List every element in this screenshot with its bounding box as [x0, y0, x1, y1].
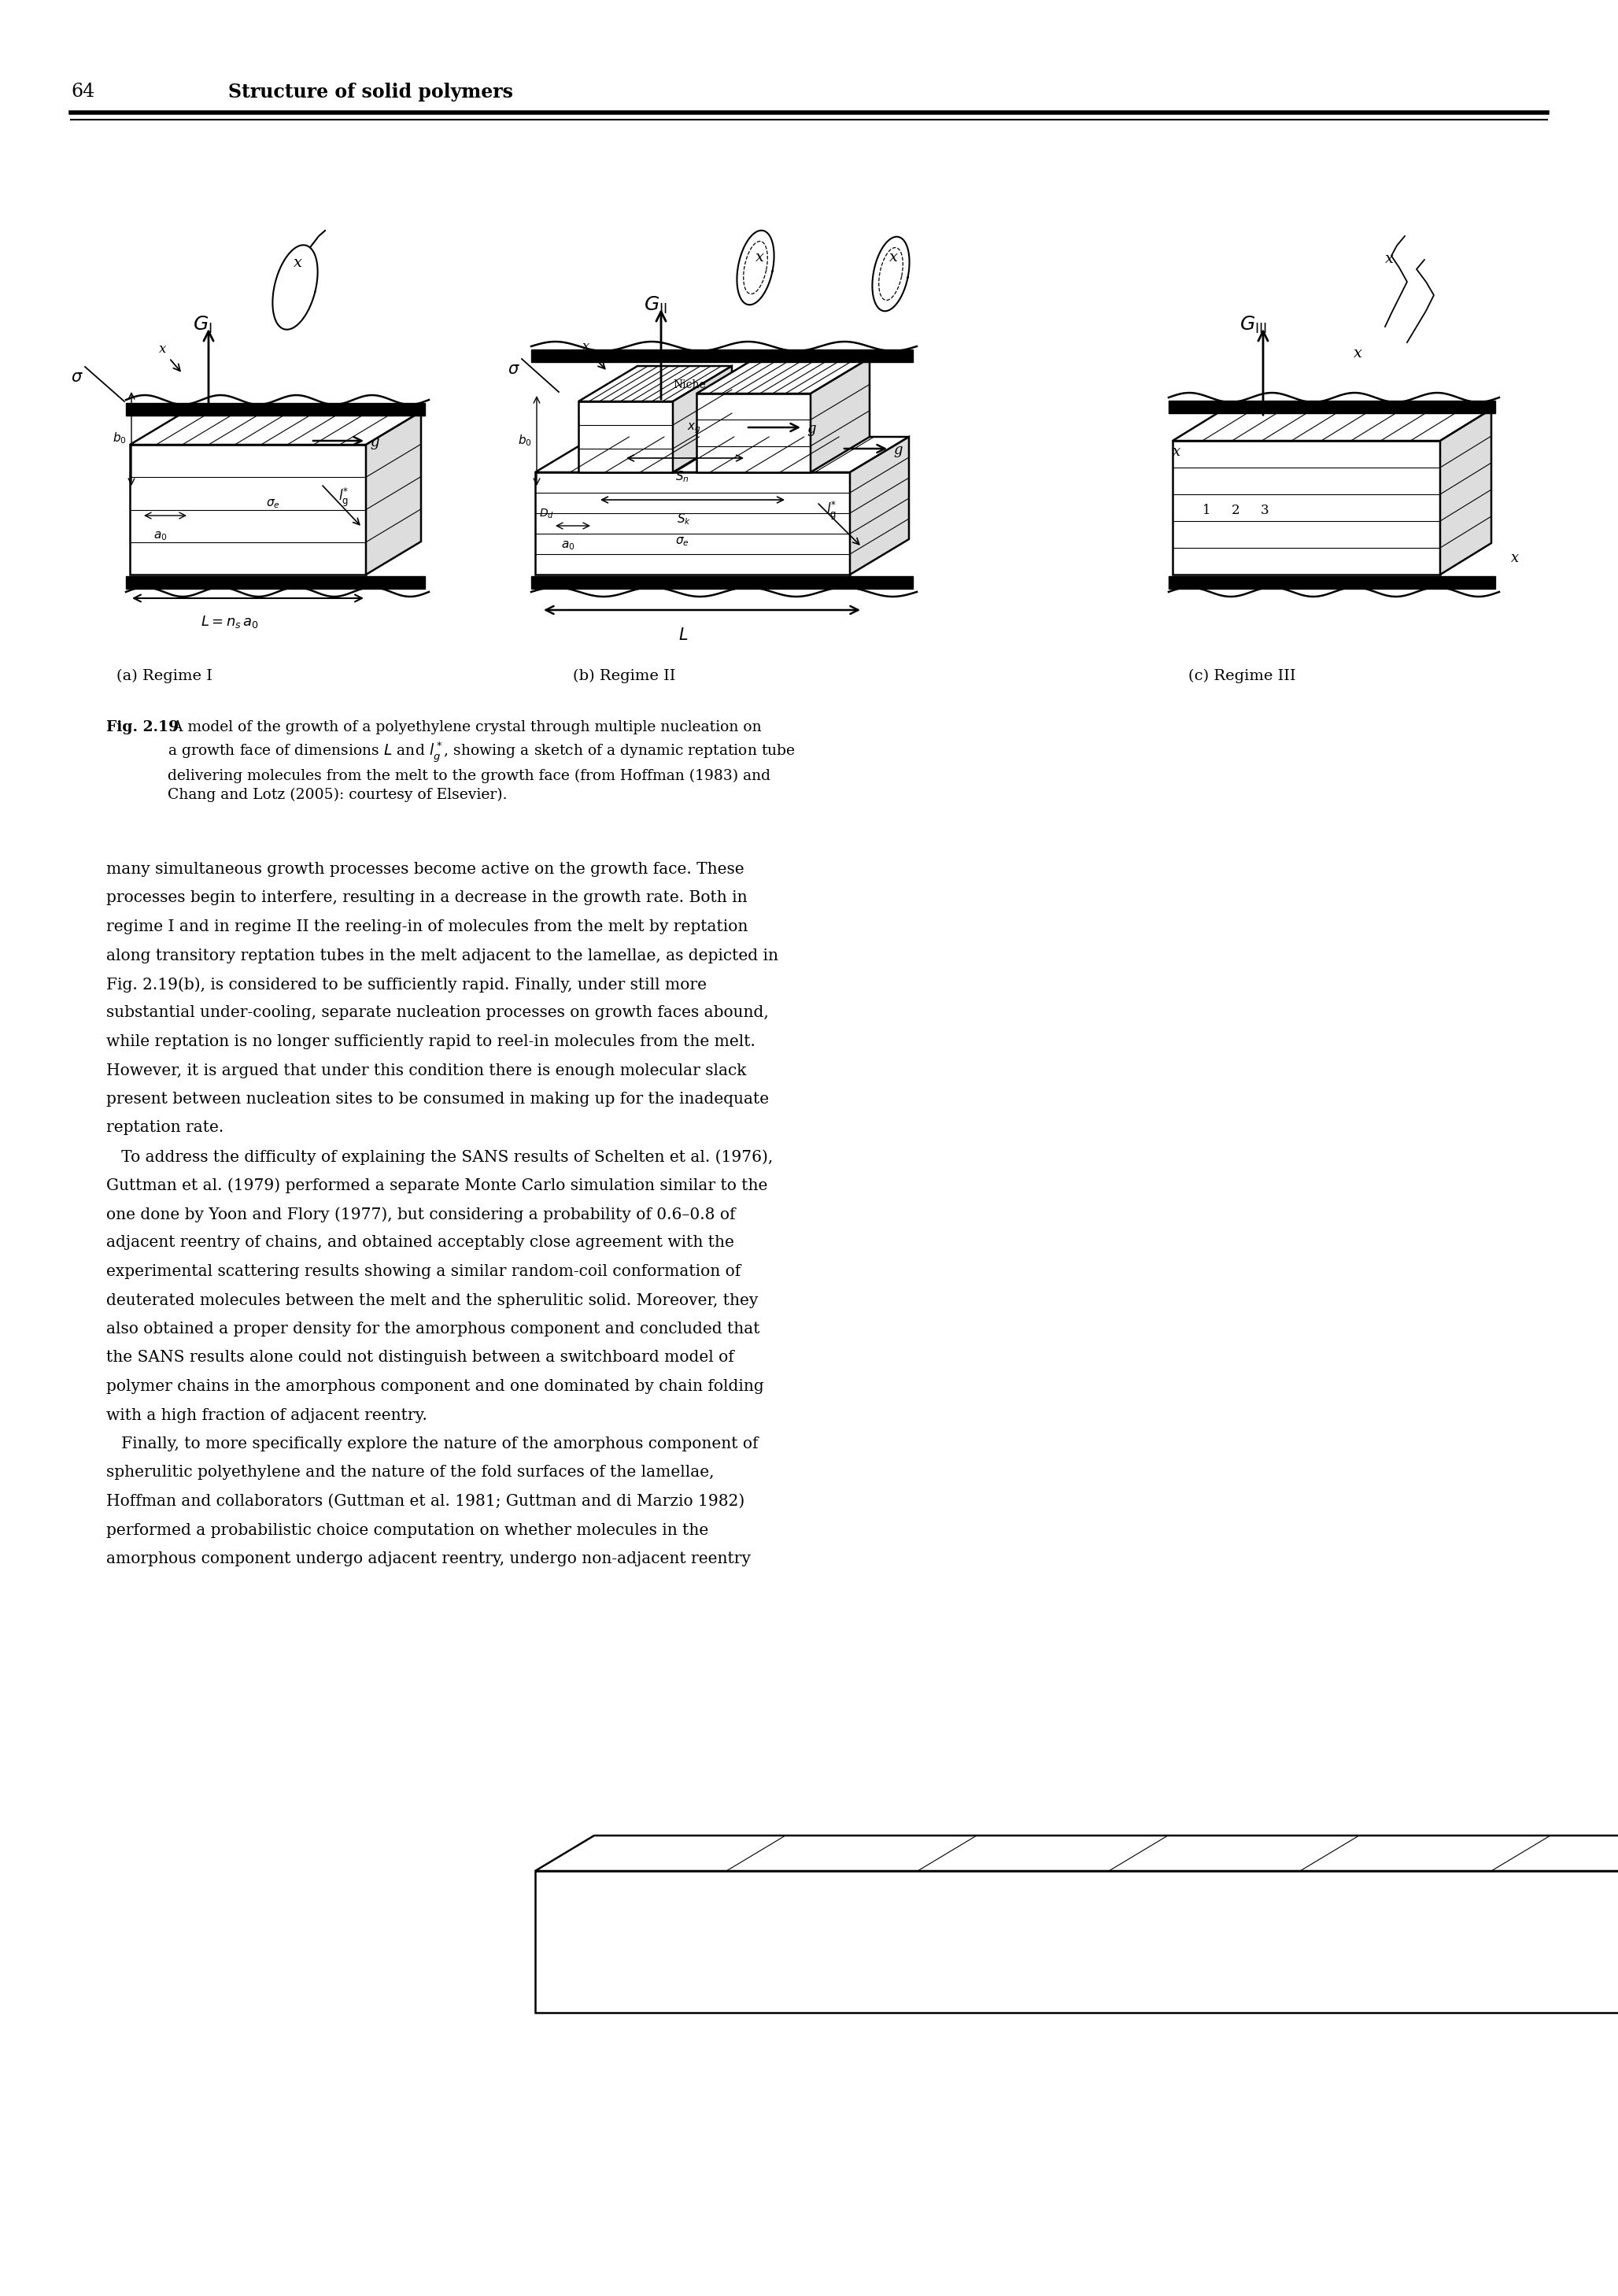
Text: spherulitic polyethylene and the nature of the fold surfaces of the lamellae,: spherulitic polyethylene and the nature … [107, 1465, 714, 1481]
Text: polymer chains in the amorphous component and one dominated by chain folding: polymer chains in the amorphous componen… [107, 1380, 764, 1394]
Polygon shape [849, 436, 909, 574]
Bar [126, 576, 426, 588]
Polygon shape [578, 365, 731, 402]
Text: x: x [1385, 253, 1393, 266]
Text: $\sigma_e$: $\sigma_e$ [265, 498, 280, 510]
Text: processes begin to interfere, resulting in a decrease in the growth rate. Both i: processes begin to interfere, resulting … [107, 891, 748, 905]
Text: However, it is argued that under this condition there is enough molecular slack: However, it is argued that under this co… [107, 1063, 746, 1077]
Polygon shape [1440, 409, 1492, 574]
Text: To address the difficulty of explaining the SANS results of Schelten et al. (197: To address the difficulty of explaining … [107, 1150, 773, 1164]
Polygon shape [129, 445, 366, 574]
Text: $\sigma_e$: $\sigma_e$ [675, 535, 689, 546]
Text: $b_0$: $b_0$ [113, 432, 126, 445]
Text: amorphous component undergo adjacent reentry, undergo non-adjacent reentry: amorphous component undergo adjacent ree… [107, 1552, 751, 1566]
Text: Guttman et al. (1979) performed a separate Monte Carlo simulation similar to the: Guttman et al. (1979) performed a separa… [107, 1178, 767, 1194]
Text: with a high fraction of adjacent reentry.: with a high fraction of adjacent reentry… [107, 1407, 427, 1424]
Text: x: x [1511, 551, 1519, 565]
Text: g: g [807, 422, 815, 436]
Text: Fig. 2.19: Fig. 2.19 [107, 721, 178, 735]
Text: g: g [371, 436, 379, 450]
Text: x: x [159, 342, 167, 356]
Text: along transitory reptation tubes in the melt adjacent to the lamellae, as depict: along transitory reptation tubes in the … [107, 948, 778, 962]
Text: x: x [582, 340, 589, 354]
Text: (b) Regime II: (b) Regime II [573, 668, 675, 684]
Text: $l_{\mathrm{g}}^{*}$: $l_{\mathrm{g}}^{*}$ [338, 487, 349, 510]
Text: regime I and in regime II the reeling-in of molecules from the melt by reptation: regime I and in regime II the reeling-in… [107, 918, 748, 934]
Text: Fig. 2.19(b), is considered to be sufficiently rapid. Finally, under still more: Fig. 2.19(b), is considered to be suffic… [107, 976, 707, 992]
Text: g: g [893, 443, 903, 457]
Text: 2: 2 [1231, 503, 1239, 517]
Polygon shape [673, 365, 731, 473]
Text: $a_0$: $a_0$ [154, 530, 167, 542]
Text: many simultaneous growth processes become active on the growth face. These: many simultaneous growth processes becom… [107, 861, 744, 877]
Polygon shape [536, 436, 909, 473]
Text: Niche: Niche [673, 379, 705, 390]
Text: adjacent reentry of chains, and obtained acceptably close agreement with the: adjacent reentry of chains, and obtained… [107, 1235, 735, 1251]
Text: substantial under-cooling, separate nucleation processes on growth faces abound,: substantial under-cooling, separate nucl… [107, 1006, 769, 1019]
Polygon shape [536, 473, 849, 574]
Text: deuterated molecules between the melt and the spherulitic solid. Moreover, they: deuterated molecules between the melt an… [107, 1293, 759, 1309]
Text: $b_0$: $b_0$ [518, 434, 532, 448]
Text: Finally, to more specifically explore the nature of the amorphous component of: Finally, to more specifically explore th… [107, 1437, 759, 1451]
Text: while reptation is no longer sufficiently rapid to reel-in molecules from the me: while reptation is no longer sufficientl… [107, 1033, 756, 1049]
Bar [531, 576, 913, 588]
Text: performed a probabilistic choice computation on whether molecules in the: performed a probabilistic choice computa… [107, 1522, 709, 1538]
Text: $\sigma$: $\sigma$ [508, 363, 519, 377]
Text: (c) Regime III: (c) Regime III [1188, 668, 1296, 684]
Text: (a) Regime I: (a) Regime I [116, 668, 212, 684]
Text: Structure of solid polymers: Structure of solid polymers [228, 83, 513, 101]
Polygon shape [811, 358, 869, 473]
Polygon shape [536, 1835, 1618, 1871]
Text: 64: 64 [71, 83, 94, 101]
Text: the SANS results alone could not distinguish between a switchboard model of: the SANS results alone could not disting… [107, 1350, 735, 1366]
Polygon shape [129, 411, 421, 445]
Text: $G_{\mathrm{III}}$: $G_{\mathrm{III}}$ [1239, 315, 1267, 335]
Text: x: x [890, 250, 898, 264]
Bar [1168, 576, 1495, 588]
Text: $S_n$: $S_n$ [675, 468, 689, 484]
Text: x: x [1354, 347, 1362, 360]
Text: x: x [1173, 445, 1181, 459]
Text: $G_{\mathrm{II}}$: $G_{\mathrm{II}}$ [644, 296, 667, 317]
Text: Hoffman and collaborators (Guttman et al. 1981; Guttman and di Marzio 1982): Hoffman and collaborators (Guttman et al… [107, 1495, 744, 1508]
Text: $a_0$: $a_0$ [561, 540, 574, 551]
Bar [1168, 400, 1495, 413]
Polygon shape [536, 1871, 1618, 2014]
Text: $L$: $L$ [678, 627, 688, 643]
Polygon shape [1173, 441, 1440, 574]
Text: x: x [293, 255, 303, 271]
Polygon shape [696, 393, 811, 473]
Text: x: x [756, 250, 764, 264]
Text: present between nucleation sites to be consumed in making up for the inadequate: present between nucleation sites to be c… [107, 1091, 769, 1107]
Text: one done by Yoon and Flory (1977), but considering a probability of 0.6–0.8 of: one done by Yoon and Flory (1977), but c… [107, 1208, 736, 1221]
Text: $L = n_s\,a_0$: $L = n_s\,a_0$ [201, 613, 259, 629]
Text: $\sigma$: $\sigma$ [71, 370, 83, 386]
Text: $S_k$: $S_k$ [676, 512, 691, 526]
Bar [126, 404, 426, 416]
Text: experimental scattering results showing a similar random-coil conformation of: experimental scattering results showing … [107, 1265, 741, 1279]
Text: $l_{\mathrm{g}}^{*}$: $l_{\mathrm{g}}^{*}$ [827, 501, 837, 521]
Polygon shape [1173, 409, 1492, 441]
Text: $x_g$: $x_g$ [688, 420, 701, 434]
Bar [531, 349, 913, 363]
Polygon shape [366, 411, 421, 574]
Text: 3: 3 [1260, 503, 1269, 517]
Text: reptation rate.: reptation rate. [107, 1120, 223, 1137]
Text: A model of the growth of a polyethylene crystal through multiple nucleation on
a: A model of the growth of a polyethylene … [168, 721, 796, 801]
Text: 1: 1 [1202, 503, 1210, 517]
Polygon shape [696, 358, 869, 393]
Text: also obtained a proper density for the amorphous component and concluded that: also obtained a proper density for the a… [107, 1322, 760, 1336]
Text: $D_d$: $D_d$ [539, 507, 553, 521]
Polygon shape [578, 402, 673, 473]
Text: $G_{\mathrm{I}}$: $G_{\mathrm{I}}$ [193, 315, 212, 335]
